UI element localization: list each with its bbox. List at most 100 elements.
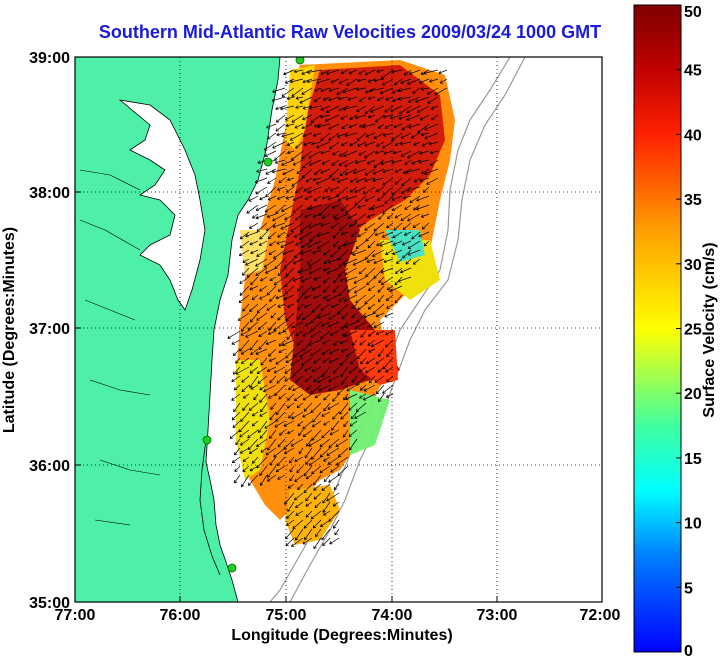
velocity-vector bbox=[297, 420, 304, 427]
velocity-vector bbox=[349, 357, 358, 365]
velocity-vector bbox=[392, 240, 403, 246]
velocity-vector bbox=[386, 285, 394, 291]
velocity-vector bbox=[241, 375, 250, 383]
velocity-vector bbox=[292, 384, 304, 392]
velocity-vector bbox=[377, 393, 385, 403]
velocity-vector bbox=[302, 114, 313, 121]
velocity-vector bbox=[406, 114, 421, 121]
velocity-vector bbox=[268, 348, 277, 357]
velocity-vector bbox=[241, 267, 250, 276]
velocity-vector bbox=[293, 492, 304, 501]
velocity-vector bbox=[304, 528, 313, 541]
velocity-vector bbox=[269, 429, 277, 439]
velocity-vector bbox=[328, 357, 340, 364]
velocity-vector bbox=[406, 150, 421, 159]
velocity-vector bbox=[323, 267, 331, 272]
velocity-vector bbox=[258, 339, 268, 350]
velocity-vector bbox=[289, 456, 295, 464]
velocity-vector bbox=[349, 114, 358, 120]
velocity-vector bbox=[288, 411, 295, 419]
velocity-vector bbox=[240, 474, 250, 488]
station-marker bbox=[295, 57, 305, 65]
velocity-vector bbox=[259, 285, 268, 292]
velocity-vector bbox=[303, 186, 313, 192]
velocity-vector bbox=[313, 492, 322, 500]
velocity-vector bbox=[357, 141, 367, 147]
x-tick-label: 74:00 bbox=[372, 607, 413, 624]
velocity-vector bbox=[323, 402, 331, 412]
velocity-vector bbox=[293, 231, 304, 238]
velocity-vector bbox=[294, 456, 304, 462]
velocity-vector bbox=[277, 285, 286, 292]
velocity-vector bbox=[296, 168, 304, 174]
velocity-vector bbox=[321, 528, 331, 541]
velocity-vector bbox=[299, 96, 313, 104]
velocity-vector bbox=[340, 321, 349, 330]
velocity-vector bbox=[350, 411, 358, 420]
velocity-vector bbox=[267, 438, 277, 451]
velocity-vector bbox=[340, 366, 349, 378]
velocity-vector bbox=[303, 483, 313, 494]
velocity-vector bbox=[341, 141, 349, 147]
velocity-vector bbox=[363, 186, 376, 195]
colorbar-tick-label: 5 bbox=[684, 580, 693, 597]
velocity-vector bbox=[289, 132, 304, 141]
velocity-vector bbox=[374, 231, 385, 237]
velocity-vector bbox=[379, 87, 394, 95]
velocity-vector bbox=[355, 177, 367, 183]
velocity-vector bbox=[272, 141, 286, 149]
velocity-vector bbox=[341, 312, 349, 320]
velocity-vector bbox=[303, 402, 313, 412]
velocity-vector bbox=[359, 384, 367, 391]
velocity-vector bbox=[406, 105, 421, 114]
velocity-vector bbox=[320, 69, 331, 76]
velocity-vector bbox=[258, 330, 268, 338]
velocity-vector bbox=[356, 348, 367, 360]
velocity-vector bbox=[377, 123, 385, 129]
velocity-vector bbox=[340, 69, 349, 75]
velocity-vector bbox=[231, 375, 241, 383]
velocity-vector bbox=[249, 303, 259, 312]
velocity-vector bbox=[421, 222, 430, 230]
velocity-vector bbox=[385, 294, 394, 301]
velocity-vector bbox=[311, 285, 322, 291]
velocity-vector bbox=[327, 321, 340, 328]
velocity-vector bbox=[294, 123, 304, 129]
velocity-vector bbox=[253, 393, 259, 401]
velocity-vector bbox=[367, 240, 376, 249]
velocity-vector bbox=[429, 150, 439, 155]
velocity-vector bbox=[358, 267, 367, 275]
velocity-vector bbox=[327, 402, 340, 410]
velocity-vector bbox=[303, 519, 313, 529]
velocity-vector bbox=[377, 366, 385, 373]
velocity-vector bbox=[328, 474, 340, 483]
velocity-vector bbox=[328, 438, 340, 448]
radar-stations bbox=[202, 57, 305, 573]
velocity-vector bbox=[380, 159, 394, 166]
velocity-vector bbox=[247, 429, 259, 439]
velocity-vector bbox=[287, 501, 295, 512]
velocity-vector bbox=[264, 204, 277, 213]
velocity-vector bbox=[240, 321, 250, 332]
velocity-vector bbox=[256, 168, 268, 173]
velocity-vector bbox=[308, 159, 322, 166]
velocity-vector bbox=[304, 447, 313, 459]
velocity-vector bbox=[263, 258, 277, 268]
velocity-vector bbox=[288, 384, 295, 391]
velocity-vector bbox=[275, 357, 286, 365]
velocity-vector bbox=[305, 501, 313, 507]
velocity-vector bbox=[302, 78, 313, 84]
velocity-vector bbox=[285, 267, 295, 277]
velocity-vector bbox=[278, 339, 286, 347]
velocity-vector bbox=[323, 294, 331, 300]
velocity-vector bbox=[332, 501, 340, 507]
velocity-vector bbox=[305, 510, 313, 518]
velocity-vector bbox=[347, 285, 358, 293]
velocity-vector bbox=[301, 285, 313, 296]
velocity-vector bbox=[343, 330, 358, 338]
velocity-vector bbox=[232, 348, 241, 356]
velocity-vector bbox=[407, 240, 421, 249]
velocity-vector bbox=[369, 87, 385, 93]
station-marker bbox=[227, 563, 237, 573]
velocity-vector bbox=[300, 222, 313, 232]
